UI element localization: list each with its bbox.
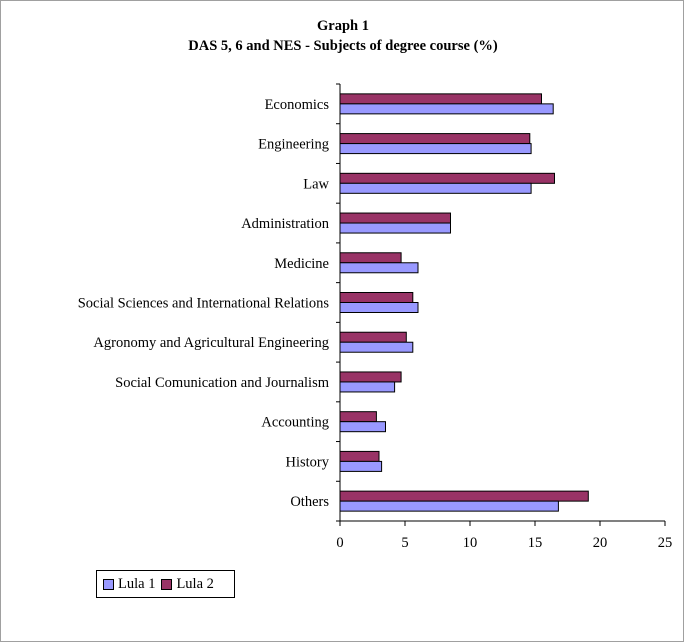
legend: Lula 1 Lula 2 [96,570,235,598]
legend-item-series-1: Lula 1 [103,576,155,593]
category-label: Law [303,176,329,192]
bar-series-1-0 [339,103,554,115]
legend-swatch-series-2 [161,578,173,590]
bar-series-1-2 [339,182,532,194]
legend-swatch-series-1 [103,578,114,590]
bar-series-1-6 [339,341,414,353]
bar-series-2-3 [339,212,451,224]
bars-layer [339,93,589,512]
bar-series-1-10 [339,500,559,512]
bar-series-2-10 [339,490,589,502]
chart-title: Graph 1 [317,18,369,34]
axes: 0 5 10 15 20 25 [336,83,673,551]
bar-series-2-9 [339,450,380,462]
legend-label-series-1: Lula 1 [118,575,156,592]
category-label: History [286,454,330,470]
x-tick-label: 15 [528,535,543,551]
bar-series-2-4 [339,252,402,264]
bar-series-1-8 [339,421,386,433]
category-label: Economics [265,97,330,113]
category-label: Agronomy and Agricultural Engineering [93,335,329,351]
category-labels: Economics Engineering Law Administration Med… [78,97,330,510]
legend-item-series-2: Lula 2 [161,575,214,593]
x-tick-label: 25 [658,535,673,551]
bar-series-1-9 [339,460,383,472]
bar-series-2-5 [339,292,414,303]
chart-subtitle: DAS 5, 6 and NES - Subjects of degree co… [188,38,498,54]
bar-series-2-2 [339,172,555,184]
x-tick-label: 10 [463,535,478,551]
bar-series-1-3 [339,222,451,234]
bar-series-2-8 [339,411,377,423]
category-label: Accounting [261,415,329,431]
category-label: Others [290,494,329,510]
bar-series-1-7 [339,381,396,393]
x-tick-label: 20 [593,535,608,551]
category-label: Medicine [274,256,329,272]
legend-label-series-2: Lula 2 [176,575,214,592]
category-label: Social Sciences and International Relati… [78,296,330,312]
category-label: Engineering [258,137,329,153]
bar-series-1-4 [339,262,419,274]
bar-series-2-1 [339,133,531,145]
bar-series-2-6 [339,331,407,343]
bar-series-2-0 [339,93,542,105]
x-tick-label: 0 [336,535,343,551]
category-label: Administration [241,216,330,232]
bar-series-1-1 [339,143,532,155]
x-tick-label: 5 [401,535,408,551]
bar-series-1-5 [339,302,419,313]
bar-series-2-7 [339,371,402,383]
category-label: Social Comunication and Journalism [115,375,330,391]
